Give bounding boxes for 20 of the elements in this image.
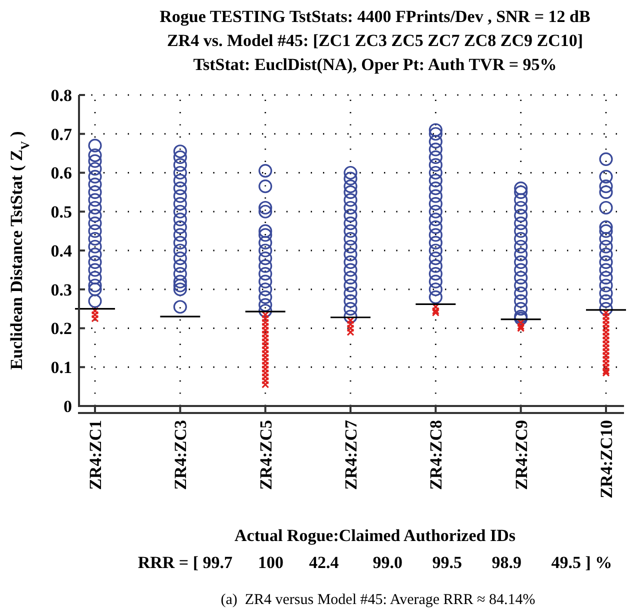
chart-title: Rogue TESTING TstStats: 4400 FPrints/Dev , SNR = 12 dB ZR4 vs. Model #45: [ZC1 ZC3 ZC5 ZC7 ZC8 ZC9 ZC10] TstStat: EuclDist(NA), Oper Pt: Auth TVR = 95% — [160, 7, 590, 74]
text: (a) ZR4 versus Model #45: Average RRR ≈ 84.14% — [220, 592, 536, 608]
y-tick-label: 0.8 — [50, 86, 72, 105]
y-tick-label: 0.1 — [50, 358, 72, 378]
x-tick-label: ZR4:ZC1 — [86, 420, 105, 490]
text: RRR = [ 99.7 100 42.4 99.0 99.5 98.9 49.5 ] % — [138, 553, 612, 572]
x-tick-label: ZR4:ZC5 — [256, 420, 276, 490]
x-axis-title: Actual Rogue:Claimed Authorized IDs — [234, 526, 516, 545]
y-tick-label: 0.5 — [50, 202, 72, 222]
y-tick-label: 0.3 — [50, 280, 72, 300]
x-tick-label: ZR4:ZC3 — [171, 420, 190, 490]
y-tick-label: 0.4 — [50, 241, 72, 260]
y-tick-label: 0.6 — [50, 164, 72, 183]
x-tick-label: ZR4:ZC7 — [342, 420, 360, 490]
y-tick-label: 0 — [64, 396, 72, 416]
x-tick-label: ZR4:ZC9 — [512, 420, 531, 490]
y-tick-label: 0.7 — [50, 124, 72, 144]
y-tick-label: 0.2 — [50, 319, 72, 338]
x-tick-label: ZR4:ZC8 — [426, 420, 446, 490]
x-tick-label: ZR4:ZC10 — [597, 420, 616, 498]
